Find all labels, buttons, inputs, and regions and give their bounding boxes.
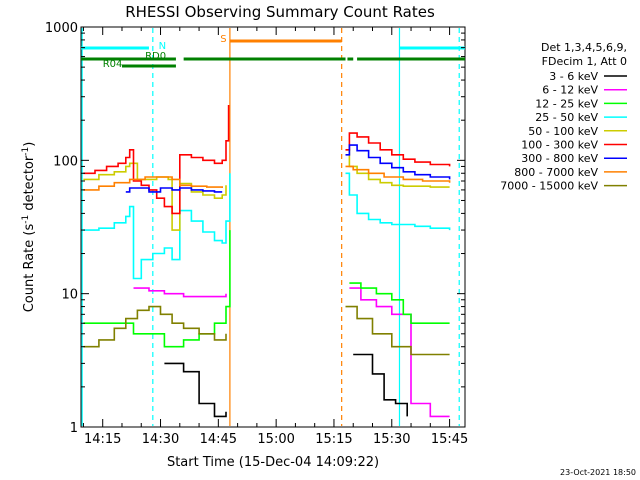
y-tick-label: 1000	[45, 21, 78, 36]
x-tick-label: 14:15	[84, 432, 121, 447]
y-axis-ticks: 1 10 100 1000	[45, 21, 465, 436]
y-axis-label-end: )	[22, 142, 37, 147]
legend: Det 1,3,4,5,6,9, FDecim 1, Att 0 3 - 6 k…	[500, 41, 627, 193]
x-tick-label: 15:00	[257, 432, 294, 447]
series-line	[353, 353, 409, 417]
series-line	[83, 173, 231, 280]
series-line	[349, 282, 450, 325]
series-line	[345, 172, 451, 231]
y-tick-label: 10	[61, 288, 78, 303]
flag-label: S	[220, 34, 226, 45]
y-tick-label: 100	[53, 154, 78, 169]
y-axis-label-exponent: -1	[21, 147, 31, 156]
series-line	[349, 287, 450, 418]
series-line	[345, 132, 451, 167]
legend-label: 12 - 25 keV	[535, 97, 598, 110]
series-line	[83, 230, 231, 348]
flag-label: RD0	[145, 51, 166, 62]
series-line	[345, 144, 451, 180]
legend-label: 7000 - 15000 keV	[500, 180, 598, 193]
chart-title: RHESSI Observing Summary Count Rates	[125, 3, 435, 21]
legend-label: 100 - 300 keV	[521, 139, 598, 152]
instrument-state-lines	[81, 28, 460, 426]
plot-frame	[80, 26, 466, 428]
series-line	[345, 149, 450, 188]
series-line	[83, 162, 227, 231]
x-axis-ticks: 14:15 14:30 14:45 15:00 15:15 15:30 15:45	[82, 27, 468, 447]
flag-label: N	[159, 41, 166, 52]
series-line	[83, 176, 223, 191]
footer-timestamp: 23-Oct-2021 18:50	[560, 468, 636, 477]
legend-label: 800 - 7000 keV	[514, 166, 598, 179]
x-tick-label: 15:30	[373, 432, 410, 447]
legend-label: 50 - 100 keV	[528, 125, 598, 138]
x-axis-label: Start Time (15-Dec-04 14:09:22)	[167, 455, 379, 470]
y-axis-label: Count Rate (s-1 detector-1)	[21, 142, 37, 313]
series-line	[345, 305, 450, 356]
x-tick-label: 15:45	[431, 432, 468, 447]
y-axis-label-mid: detector	[22, 155, 37, 215]
series-line	[164, 362, 227, 418]
legend-label: 3 - 6 keV	[549, 70, 598, 83]
x-tick-label: 15:15	[315, 432, 352, 447]
legend-header: Det 1,3,4,5,6,9,	[541, 41, 627, 54]
x-tick-label: 14:45	[200, 432, 237, 447]
x-tick-label: 14:30	[142, 432, 179, 447]
y-tick-label: 1	[70, 421, 78, 436]
flag-label: R04	[103, 59, 123, 70]
y-axis-label-main: Count Rate (s	[22, 224, 37, 313]
series-line	[83, 305, 227, 348]
legend-label: 6 - 12 keV	[542, 84, 598, 97]
series-line	[83, 105, 230, 215]
legend-label: 300 - 800 keV	[521, 152, 598, 165]
legend-header: FDecim 1, Att 0	[542, 55, 627, 68]
series-line	[133, 287, 227, 298]
series-line	[345, 165, 451, 183]
legend-label: 25 - 50 keV	[535, 111, 598, 124]
y-axis-label-exponent: -1	[21, 215, 31, 224]
series-line	[125, 187, 223, 193]
data-series	[83, 105, 451, 418]
